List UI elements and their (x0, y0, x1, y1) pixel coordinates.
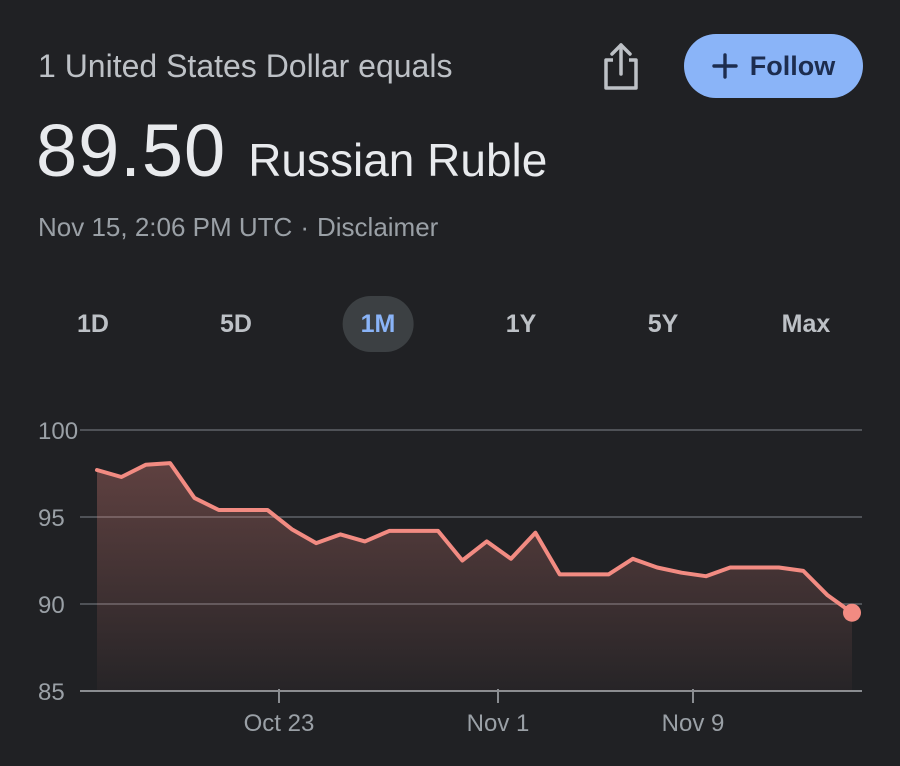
chart-area-fill (97, 463, 852, 691)
x-tick-label: Nov 9 (662, 710, 725, 737)
follow-button[interactable]: Follow (684, 34, 863, 98)
tab-max[interactable]: Max (781, 310, 831, 338)
time-range-tabs: 1D 5D 1M 1Y 5Y Max (20, 296, 878, 352)
meta-separator: · (300, 212, 309, 242)
y-tick-label-85: 85 (38, 679, 65, 706)
rate-metadata: Nov 15, 2:06 PM UTC · Disclaimer (38, 212, 438, 243)
y-tick-label-90: 90 (38, 592, 65, 619)
x-tick-label: Oct 23 (244, 710, 315, 737)
x-tick-label: Nov 1 (467, 710, 530, 737)
current-rate-point (843, 603, 861, 622)
tab-1d[interactable]: 1D (77, 310, 109, 338)
rate-line (95, 461, 854, 615)
exchange-rate-chart[interactable]: 100 95 90 85 Oct 23 Nov 1 Nov 9 (0, 400, 900, 766)
tab-1m[interactable]: 1M (342, 296, 414, 352)
tab-5d[interactable]: 5D (220, 310, 252, 338)
target-currency-name: Russian Ruble (248, 134, 548, 186)
rate-timestamp: Nov 15, 2:06 PM UTC (38, 212, 293, 242)
exchange-rate-value: 89.50 (36, 109, 227, 192)
share-button[interactable] (598, 40, 644, 92)
tab-5y[interactable]: 5Y (647, 310, 679, 338)
tab-1y[interactable]: 1Y (505, 310, 537, 338)
exchange-rate-headline: 89.50 Russian Ruble (36, 108, 547, 193)
y-tick-label-95: 95 (38, 505, 65, 532)
plus-icon (712, 53, 738, 79)
share-icon (604, 43, 638, 90)
disclaimer-link[interactable]: Disclaimer (316, 212, 439, 242)
y-tick-label-100: 100 (38, 418, 78, 445)
follow-button-label: Follow (749, 50, 836, 81)
conversion-subtitle: 1 United States Dollar equals (38, 48, 453, 84)
